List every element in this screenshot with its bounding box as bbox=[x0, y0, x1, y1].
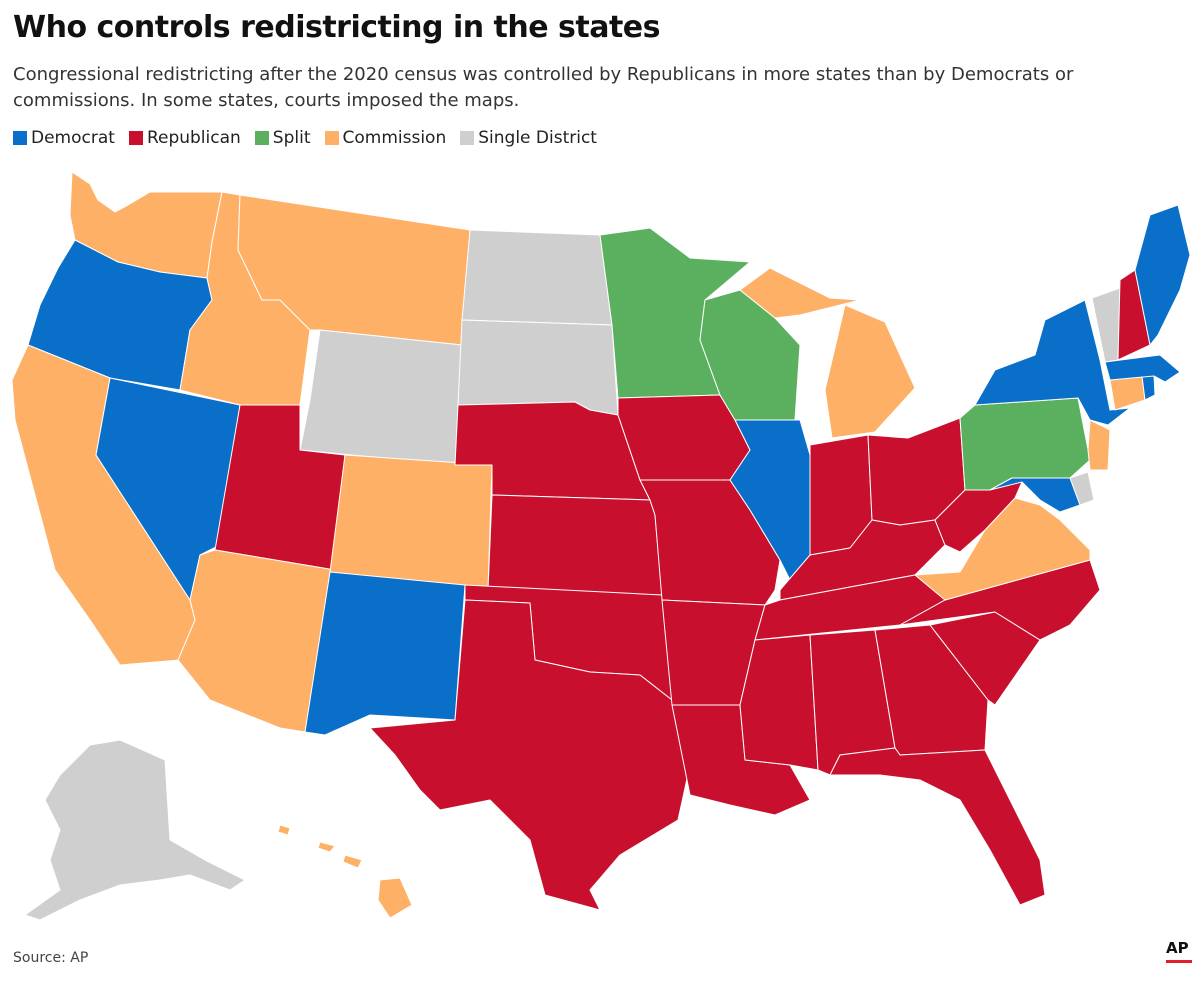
state-ND bbox=[461, 229, 613, 326]
state-SD bbox=[457, 319, 619, 416]
legend-item-democrat: Democrat bbox=[13, 128, 115, 148]
legend-item-split: Split bbox=[254, 128, 311, 148]
ap-logo-underline bbox=[1166, 960, 1192, 963]
state-SC bbox=[929, 611, 1041, 706]
legend-label-split: Split bbox=[272, 128, 311, 148]
legend: Democrat Republican Split Commission Sin… bbox=[13, 128, 611, 148]
state-NY bbox=[974, 299, 1131, 426]
chart-subtitle: Congressional redistricting after the 20… bbox=[13, 64, 1074, 111]
state-CT bbox=[1109, 375, 1146, 411]
legend-item-commission: Commission bbox=[324, 128, 447, 148]
state-ME bbox=[1134, 204, 1191, 346]
legend-swatch-split bbox=[254, 131, 269, 145]
state-IL bbox=[729, 419, 811, 581]
legend-swatch-republican bbox=[128, 131, 143, 145]
state-VA bbox=[914, 497, 1091, 601]
state-TX bbox=[369, 599, 691, 911]
state-KS bbox=[487, 494, 663, 596]
state-MD bbox=[989, 477, 1081, 513]
state-MI bbox=[739, 267, 916, 439]
legend-label-commission: Commission bbox=[342, 128, 447, 148]
legend-item-republican: Republican bbox=[128, 128, 241, 148]
legend-label-single-district: Single District bbox=[478, 128, 597, 148]
legend-swatch-democrat bbox=[13, 131, 27, 145]
legend-swatch-commission bbox=[324, 131, 339, 145]
legend-swatch-single-district bbox=[460, 131, 475, 145]
state-AK bbox=[24, 739, 246, 921]
legend-label-democrat: Democrat bbox=[31, 128, 115, 148]
state-CO bbox=[329, 454, 493, 591]
state-NM bbox=[304, 571, 466, 736]
ap-logo: AP bbox=[1166, 938, 1192, 966]
chart-title: Who controls redistricting in the states bbox=[13, 10, 661, 45]
state-NJ bbox=[1087, 419, 1111, 471]
us-map bbox=[11, 171, 1191, 921]
state-DE bbox=[1069, 471, 1095, 506]
legend-label-republican: Republican bbox=[146, 128, 241, 148]
state-MA bbox=[1104, 354, 1181, 383]
source-note: Source: AP bbox=[13, 950, 89, 966]
state-HI bbox=[277, 824, 413, 919]
state-PA bbox=[959, 397, 1091, 491]
legend-item-single-district: Single District bbox=[460, 128, 597, 148]
ap-logo-text: AP bbox=[1166, 939, 1189, 957]
state-MS bbox=[739, 634, 819, 771]
state-FL bbox=[829, 747, 1046, 906]
state-WY bbox=[299, 329, 463, 466]
